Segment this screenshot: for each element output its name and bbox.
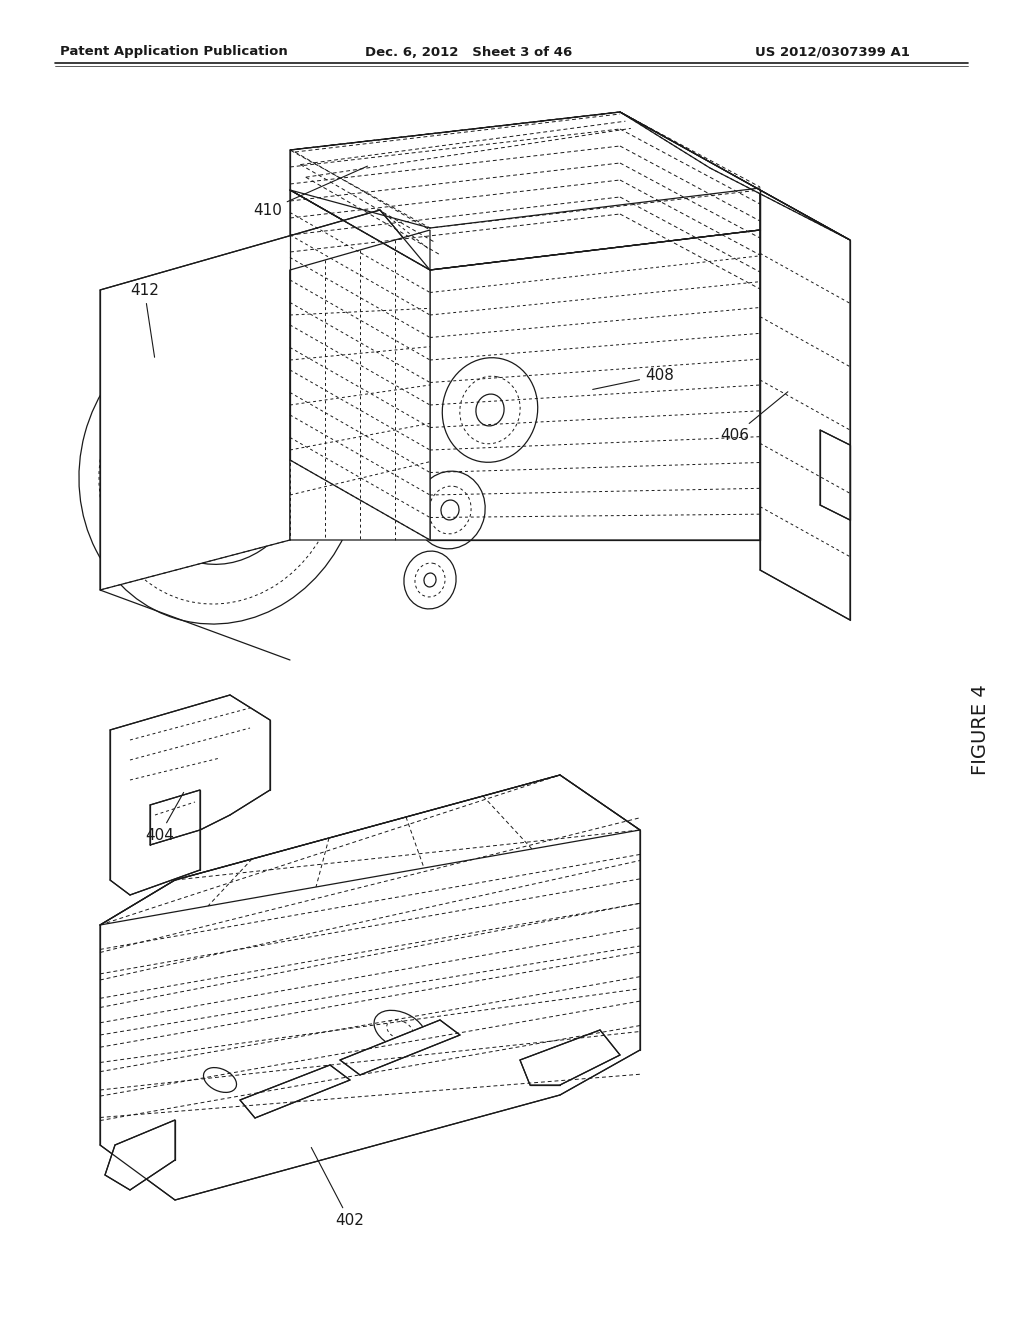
- Text: 412: 412: [130, 282, 159, 358]
- Polygon shape: [240, 1065, 350, 1118]
- Text: FIGURE 4: FIGURE 4: [971, 685, 989, 775]
- Polygon shape: [290, 230, 430, 540]
- Polygon shape: [150, 789, 200, 845]
- Polygon shape: [100, 210, 430, 590]
- Polygon shape: [290, 112, 760, 271]
- Text: 406: 406: [720, 392, 787, 444]
- Polygon shape: [760, 190, 850, 620]
- Text: 408: 408: [593, 368, 674, 389]
- Polygon shape: [110, 696, 270, 895]
- Polygon shape: [290, 190, 430, 540]
- Polygon shape: [820, 430, 850, 520]
- Polygon shape: [620, 112, 850, 240]
- Text: 410: 410: [253, 166, 368, 218]
- Polygon shape: [430, 230, 760, 540]
- Text: 404: 404: [145, 792, 183, 843]
- Polygon shape: [340, 1020, 460, 1074]
- Text: Patent Application Publication: Patent Application Publication: [60, 45, 288, 58]
- Polygon shape: [520, 1030, 620, 1085]
- Polygon shape: [100, 775, 640, 1200]
- Text: Dec. 6, 2012   Sheet 3 of 46: Dec. 6, 2012 Sheet 3 of 46: [365, 45, 572, 58]
- Text: 402: 402: [311, 1147, 364, 1228]
- Polygon shape: [105, 1119, 175, 1191]
- Text: US 2012/0307399 A1: US 2012/0307399 A1: [755, 45, 910, 58]
